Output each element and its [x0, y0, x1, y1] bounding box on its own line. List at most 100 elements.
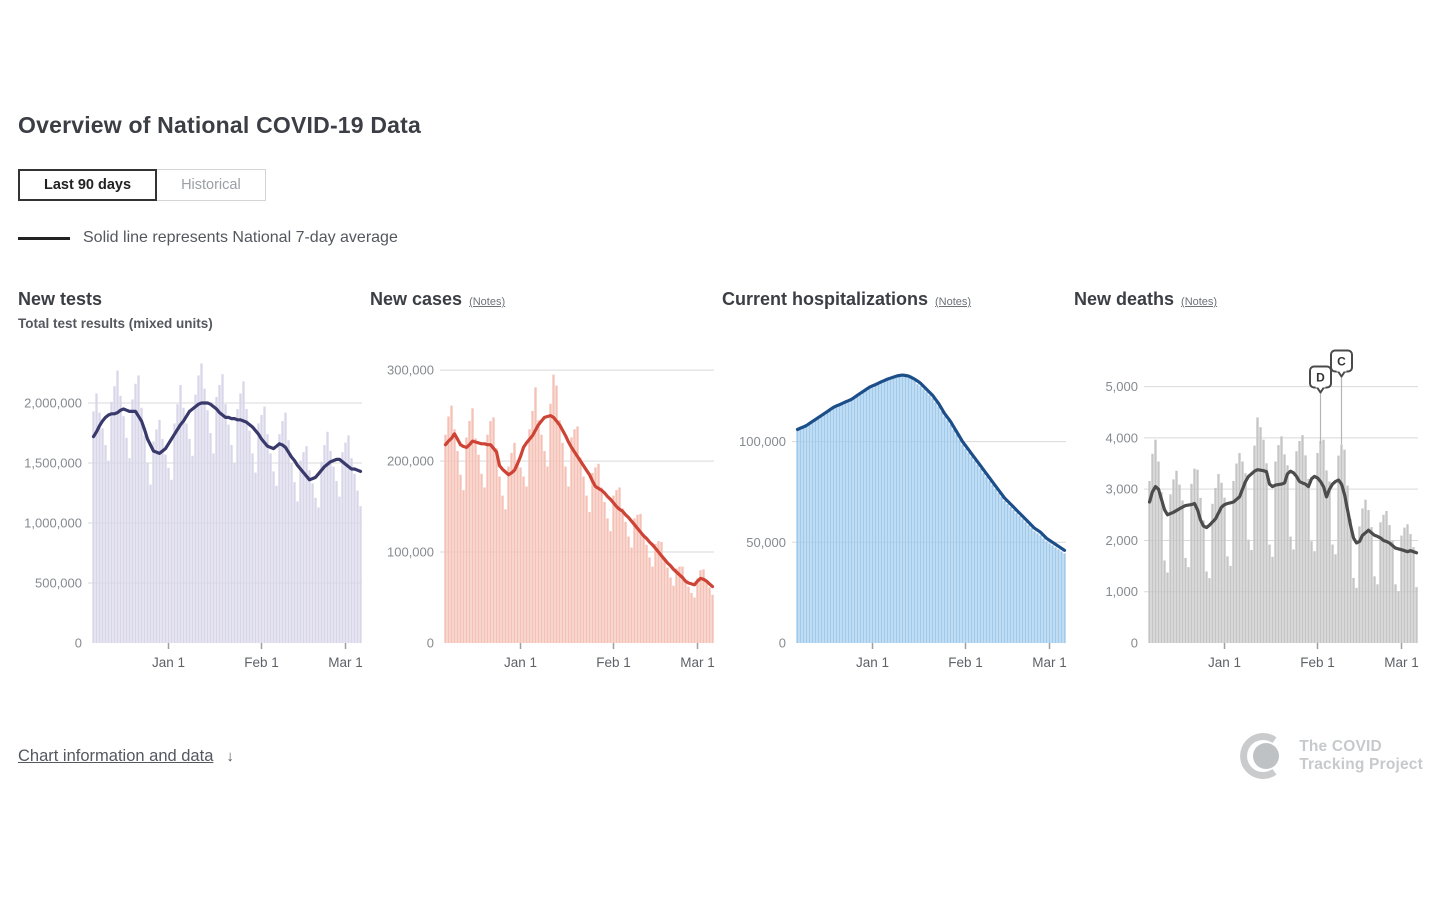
- daily-bar: [943, 416, 946, 643]
- daily-bar: [639, 513, 642, 643]
- daily-bar: [1199, 497, 1202, 643]
- daily-bar: [233, 463, 236, 643]
- daily-bar: [865, 390, 868, 643]
- daily-bar: [116, 370, 119, 643]
- daily-bar: [895, 377, 898, 643]
- daily-bar: [152, 441, 155, 643]
- daily-bar: [281, 421, 284, 643]
- daily-bar: [278, 434, 281, 643]
- new-cases-chart[interactable]: 0 100,000 200,000 300,000 Jan 1 Feb 1 Mar 1: [370, 347, 722, 685]
- daily-bar: [1388, 525, 1391, 643]
- daily-bar: [474, 438, 477, 643]
- daily-bar: [699, 570, 702, 643]
- daily-bar: [600, 487, 603, 643]
- daily-bar: [489, 421, 492, 643]
- daily-bar: [107, 460, 110, 643]
- daily-bar: [657, 541, 660, 643]
- avg-line: [443, 414, 715, 589]
- daily-bar: [353, 473, 356, 643]
- daily-bar: [236, 409, 239, 643]
- daily-bar: [290, 463, 293, 643]
- covid-tracking-project-logo: The COVID Tracking Project: [1238, 730, 1423, 782]
- tab-historical[interactable]: Historical: [156, 169, 266, 201]
- daily-bar: [811, 423, 814, 643]
- daily-bar: [1033, 531, 1036, 643]
- down-arrow-icon: ↓: [226, 747, 234, 765]
- daily-bar: [946, 420, 949, 643]
- chart-new-deaths: New deaths (Notes) 0 1,000 2,000 3,000 4,000 5…: [1074, 289, 1426, 690]
- daily-bar: [1193, 468, 1196, 643]
- daily-bar: [597, 463, 600, 643]
- y-axis-label: 0: [427, 636, 434, 651]
- daily-bar: [802, 426, 805, 643]
- daily-bar: [254, 472, 257, 643]
- daily-bar: [1018, 516, 1021, 643]
- daily-bar: [886, 378, 889, 643]
- daily-bar: [492, 417, 495, 643]
- daily-bar: [194, 394, 197, 643]
- daily-bar: [531, 411, 534, 643]
- daily-bar: [167, 467, 170, 643]
- daily-bar: [170, 479, 173, 643]
- y-axis-label: 100,000: [739, 434, 786, 449]
- daily-bar: [1403, 527, 1406, 643]
- daily-bar: [931, 398, 934, 643]
- daily-bar: [239, 393, 242, 643]
- daily-bar: [519, 467, 522, 643]
- daily-bar: [979, 468, 982, 643]
- new-cases-notes-link[interactable]: (Notes): [469, 296, 506, 308]
- x-axis-label: Mar 1: [680, 655, 715, 670]
- daily-bar: [1244, 473, 1247, 643]
- logo-line2: Tracking Project: [1299, 756, 1423, 773]
- daily-bar: [633, 518, 636, 643]
- daily-bar: [681, 566, 684, 643]
- current-hospitalizations-chart[interactable]: 0 50,000 100,000 Jan 1 Feb 1 Mar 1: [722, 347, 1074, 685]
- daily-bar: [961, 444, 964, 643]
- daily-bar: [1274, 461, 1277, 643]
- daily-bar: [1169, 494, 1172, 643]
- daily-bar: [305, 446, 308, 643]
- daily-bar: [1331, 544, 1334, 643]
- daily-bar: [1247, 539, 1250, 643]
- ctp-crescent-icon: [1240, 733, 1280, 779]
- daily-bar: [606, 518, 609, 643]
- daily-bar: [603, 502, 606, 643]
- daily-bar: [678, 566, 681, 643]
- new-tests-title: New tests: [18, 289, 103, 309]
- annotation-marker-c[interactable]: C: [1330, 349, 1353, 445]
- daily-bar: [693, 597, 696, 643]
- daily-bar: [991, 484, 994, 643]
- x-axis-label: Jan 1: [152, 655, 185, 670]
- daily-bar: [847, 402, 850, 643]
- daily-bar: [1021, 519, 1024, 643]
- daily-bar: [1030, 528, 1033, 643]
- daily-bar: [447, 416, 450, 643]
- x-axis-label: Mar 1: [328, 655, 363, 670]
- annotation-marker-d[interactable]: D: [1309, 365, 1332, 445]
- tab-last-90-days[interactable]: Last 90 days: [18, 169, 158, 201]
- y-axis-label: 100,000: [387, 545, 434, 560]
- new-tests-chart[interactable]: 0 500,000 1,000,000 1,500,000 2,000,000 Jan 1…: [18, 347, 370, 685]
- current-hospitalizations-title: Current hospitalizations: [722, 289, 929, 309]
- y-axis-label: 1,500,000: [24, 456, 82, 471]
- daily-bar: [1358, 526, 1361, 643]
- daily-bar: [1172, 479, 1175, 643]
- daily-bar: [558, 420, 561, 643]
- daily-bar: [1415, 587, 1418, 643]
- current-hospitalizations-notes-link[interactable]: (Notes): [935, 296, 972, 308]
- new-deaths-notes-link[interactable]: (Notes): [1181, 296, 1218, 308]
- daily-bar: [973, 460, 976, 643]
- daily-bar: [937, 406, 940, 643]
- daily-bar: [1253, 445, 1256, 643]
- daily-bar: [994, 488, 997, 643]
- daily-bar: [537, 420, 540, 643]
- daily-bar: [1280, 436, 1283, 643]
- daily-bar: [338, 496, 341, 643]
- daily-bar: [1313, 551, 1316, 643]
- daily-bar: [1229, 565, 1232, 643]
- chart-information-link[interactable]: Chart information and data: [18, 746, 214, 765]
- new-deaths-chart[interactable]: 0 1,000 2,000 3,000 4,000 5,000 Jan 1 Feb 1 Mar …: [1074, 347, 1426, 685]
- daily-bar: [985, 476, 988, 643]
- y-axis-label: 1,000,000: [24, 516, 82, 531]
- daily-bar: [134, 383, 137, 643]
